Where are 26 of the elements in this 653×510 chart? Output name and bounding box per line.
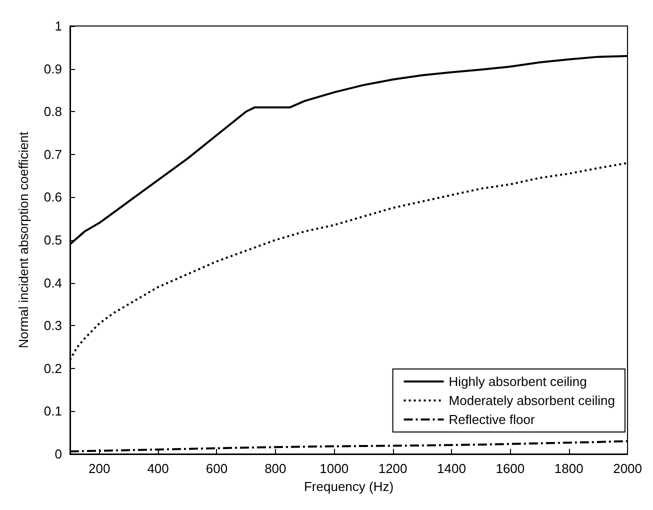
y-tick-label: 0.2 — [44, 360, 62, 376]
y-tick-label: 0.3 — [44, 318, 62, 334]
y-tick-label: 0 — [54, 446, 62, 462]
x-tick-label: 1800 — [554, 461, 584, 476]
legend-label: Reflective floor — [448, 412, 536, 427]
legend-label: Highly absorbent ceiling — [448, 374, 587, 389]
x-tick-label: 1600 — [496, 461, 525, 476]
x-tick-label: 1200 — [378, 461, 408, 476]
y-axis-title: Normal incident absorption coefficient — [16, 131, 31, 348]
legend-label: Moderately absorbent ceiling — [448, 393, 616, 408]
x-tick-label: 200 — [88, 461, 110, 476]
x-axis-title: Frequency (Hz) — [304, 479, 394, 494]
y-tick-label: 0.5 — [44, 232, 62, 248]
x-tick-label: 1000 — [320, 461, 349, 476]
y-tick-label: 0.4 — [44, 275, 62, 290]
y-tick-label: 0.8 — [44, 104, 62, 120]
x-tick-label: 1400 — [437, 461, 466, 476]
y-tick-label: 0.1 — [44, 404, 62, 419]
y-tick-label: 0.7 — [44, 146, 62, 162]
x-tick-label: 2000 — [613, 461, 642, 476]
y-tick-label: 1 — [54, 18, 62, 34]
x-tick-label: 400 — [147, 461, 169, 476]
x-tick-label: 600 — [206, 461, 228, 476]
y-tick-label: 0.6 — [44, 190, 62, 205]
x-tick-label: 800 — [264, 461, 286, 476]
y-tick-label: 0.9 — [44, 61, 62, 76]
